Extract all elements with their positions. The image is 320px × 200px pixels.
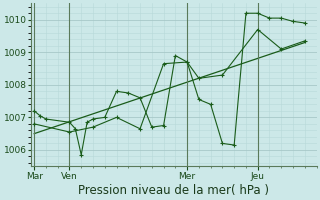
X-axis label: Pression niveau de la mer( hPa ): Pression niveau de la mer( hPa ): [78, 184, 269, 197]
